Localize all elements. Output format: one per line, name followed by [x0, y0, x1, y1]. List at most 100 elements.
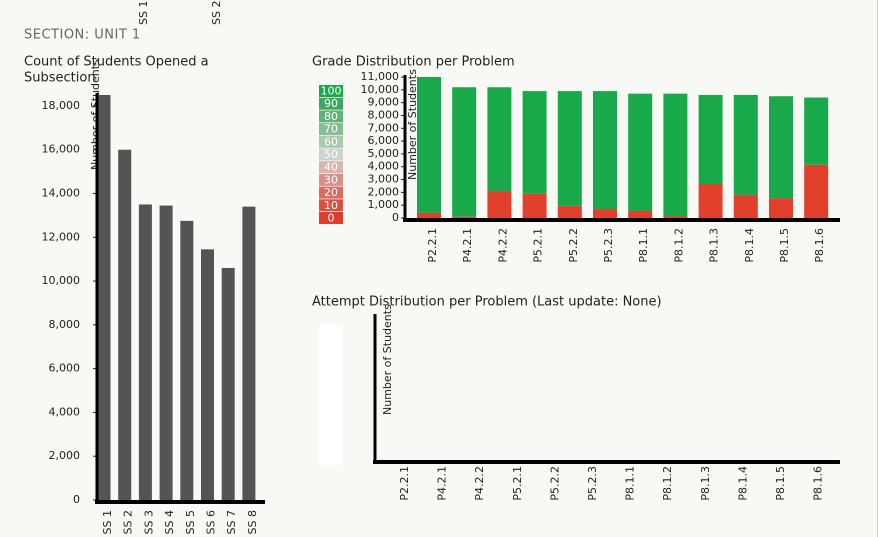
bar-segment [769, 96, 793, 199]
y-tick-label: 4,000 [368, 160, 400, 173]
x-tick-label: P2.2.1 [398, 466, 411, 501]
legend-label: 100 [321, 85, 342, 98]
x-tick-label: P8.1.3 [699, 466, 712, 501]
bar-segment [628, 93, 653, 211]
y-tick-label: 5,000 [368, 147, 400, 160]
chart-title: Count of Students Opened a [24, 55, 209, 70]
legend-label: 70 [324, 123, 338, 136]
bar-segment [663, 93, 688, 217]
y-tick-label: 16,000 [42, 143, 81, 156]
y-tick-label: 4,000 [49, 405, 81, 418]
legend-label: 90 [324, 97, 338, 110]
y-tick-label: 11,000 [361, 70, 400, 83]
bar [118, 149, 132, 500]
x-tick-label: P5.2.2 [567, 228, 580, 263]
side-panel [878, 0, 892, 537]
x-tick-label: P4.2.1 [436, 466, 449, 501]
bar-segment [522, 193, 547, 218]
y-tick-label: 12,000 [42, 230, 81, 243]
legend-swatch [319, 186, 343, 199]
y-tick-label: 0 [392, 211, 399, 224]
legend-swatch [319, 97, 343, 110]
bar-segment [769, 198, 793, 218]
bar [97, 95, 111, 500]
bar [242, 206, 256, 500]
y-tick-label: 6,000 [368, 134, 400, 147]
legend-swatch [319, 85, 343, 97]
y-tick-label: 2,000 [49, 449, 81, 462]
bar-segment [733, 194, 758, 218]
bar-segment [804, 97, 829, 165]
bar [201, 249, 214, 500]
x-tick-label: P4.2.2 [473, 466, 486, 501]
y-tick-label: 8,000 [49, 318, 81, 331]
bar-segment [452, 216, 477, 218]
x-tick-label: P8.1.1 [637, 228, 650, 263]
x-tick-label: SS 8 [246, 510, 259, 534]
legend-swatch [319, 161, 343, 174]
x-tick-label: P8.1.4 [743, 228, 756, 263]
bar-segment [417, 77, 441, 213]
bar-segment [487, 191, 512, 218]
bar [159, 205, 173, 500]
bar-segment [663, 216, 688, 218]
legend-label: 50 [324, 148, 338, 161]
bar-segment [522, 91, 547, 194]
x-tick-label: P8.1.5 [778, 228, 791, 263]
y-tick-label: 0 [73, 493, 80, 506]
x-tick-label: SS 7 [225, 510, 238, 534]
y-tick-label: 10,000 [361, 83, 400, 96]
x-tick-label: P8.1.2 [661, 466, 674, 501]
legend-swatch [319, 148, 343, 161]
x-tick-label: P8.1.5 [774, 466, 787, 501]
x-tick-label: P5.2.3 [602, 228, 615, 263]
bar-segment [593, 209, 617, 218]
y-tick-label: 2,000 [368, 185, 400, 198]
legend-label: 30 [324, 173, 338, 186]
bar-segment [593, 91, 617, 210]
y-tick-label: 8,000 [368, 108, 400, 121]
x-tick-label: SS 4 [163, 510, 176, 534]
chart-title: Grade Distribution per Problem [312, 55, 515, 70]
legend-label: 10 [324, 199, 338, 212]
x-tick-label: SS 2 [122, 510, 135, 534]
y-tick-label: 14,000 [42, 187, 81, 200]
y-tick-label: 10,000 [42, 274, 81, 287]
y-tick-label: 6,000 [49, 362, 81, 375]
y-tick-label: 9,000 [368, 96, 400, 109]
x-tick-label: P5.2.1 [511, 466, 524, 501]
bar-segment [698, 94, 723, 185]
bar-segment [557, 91, 582, 206]
x-tick-label: P8.1.4 [736, 466, 749, 501]
legend-label: 20 [324, 186, 338, 199]
y-tick-label: 18,000 [42, 99, 81, 112]
legend-label: 0 [328, 212, 335, 225]
bar-segment [452, 87, 477, 217]
chart-title: Attempt Distribution per Problem (Last u… [312, 295, 662, 310]
x-tick-label: P4.2.2 [496, 228, 509, 263]
bar-segment [804, 164, 829, 218]
y-tick-label: 7,000 [368, 121, 400, 134]
bar-segment [487, 87, 512, 192]
bar-segment [557, 205, 582, 218]
bar [180, 220, 194, 501]
legend-swatch [319, 173, 343, 186]
x-tick-label: P8.1.3 [708, 228, 721, 263]
y-axis-label: Number of Students [406, 69, 419, 180]
y-tick-label: 3,000 [368, 173, 400, 186]
legend-label: 40 [324, 161, 338, 174]
chart-title: Subsection [24, 71, 96, 86]
legend-label: 80 [324, 110, 338, 123]
legend-box [319, 325, 343, 465]
y-axis-label: Number of Students [381, 304, 394, 415]
x-tick-label: P4.2.1 [461, 228, 474, 263]
x-tick-label: SS 3 [142, 510, 155, 534]
bar [221, 267, 235, 500]
bar-segment [628, 210, 653, 218]
header-label: SS 2 [210, 1, 223, 25]
x-tick-label: P8.1.6 [813, 228, 826, 263]
legend-swatch [319, 110, 343, 123]
x-tick-label: P8.1.6 [812, 466, 825, 501]
